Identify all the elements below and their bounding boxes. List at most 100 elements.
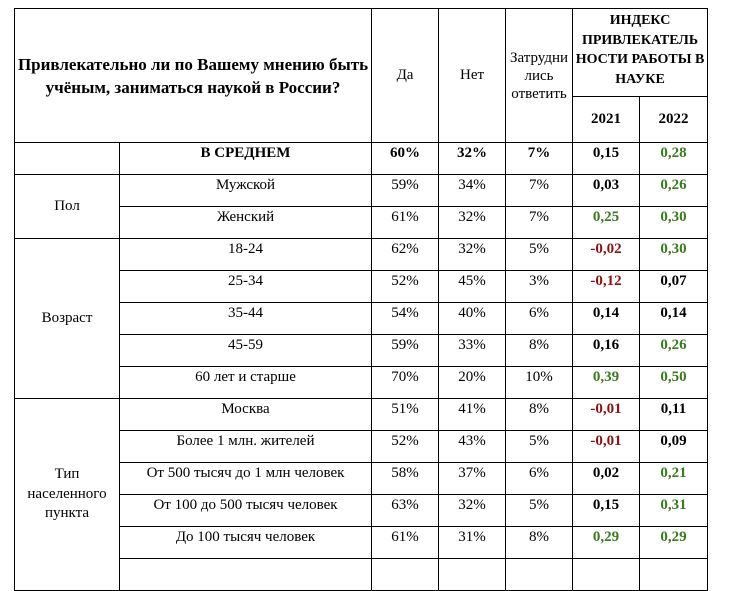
hard-cell: 10% xyxy=(505,366,574,399)
row-label: От 500 тысяч до 1 млн человек xyxy=(118,462,373,495)
yes-cell: 61% xyxy=(371,206,440,239)
index-2021-cell: -0,02 xyxy=(572,238,641,271)
yes-cell: 52% xyxy=(371,430,440,463)
index-2021-cell: 0,15 xyxy=(572,142,641,175)
index-2021-cell: 0,25 xyxy=(572,206,641,239)
hard-cell: 7% xyxy=(505,206,574,239)
hard-cell: 8% xyxy=(505,334,574,367)
yes-cell: 52% xyxy=(371,270,440,303)
average-group-cell xyxy=(14,142,120,175)
index-2021-cell: -0,01 xyxy=(572,398,641,431)
hard-cell xyxy=(505,558,574,591)
yes-cell: 63% xyxy=(371,494,440,527)
row-label: 18-24 xyxy=(118,238,373,271)
yes-cell: 51% xyxy=(371,398,440,431)
index-2021-cell: 0,02 xyxy=(572,462,641,495)
index-2022-cell: 0,28 xyxy=(639,142,709,175)
hard-to-say-label: Затрудни лись ответить xyxy=(509,49,569,102)
no-cell: 33% xyxy=(438,334,507,367)
index-2022-cell: 0,30 xyxy=(639,238,709,271)
yes-cell: 54% xyxy=(371,302,440,335)
hard-cell: 7% xyxy=(505,174,574,207)
survey-table: Привлекательно ли по Вашему мнению быть … xyxy=(13,8,709,591)
no-cell: 37% xyxy=(438,462,507,495)
index-2021-cell: 0,16 xyxy=(572,334,641,367)
no-cell: 34% xyxy=(438,174,507,207)
year-2021-header: 2021 xyxy=(572,96,641,143)
no-cell: 40% xyxy=(438,302,507,335)
index-2021-cell: 0,39 xyxy=(572,366,641,399)
index-2022-cell: 0,26 xyxy=(639,174,709,207)
hard-cell: 5% xyxy=(505,430,574,463)
index-2022-cell: 0,21 xyxy=(639,462,709,495)
no-cell: 41% xyxy=(438,398,507,431)
hard-cell: 6% xyxy=(505,302,574,335)
table-row: 25-34 52% 45% 3% -0,12 0,07 xyxy=(15,270,709,303)
yes-header: Да xyxy=(371,8,440,143)
no-cell: 32% xyxy=(438,494,507,527)
no-header: Нет xyxy=(438,8,507,143)
index-header: ИНДЕКС ПРИВЛЕКАТЕЛЬ НОСТИ РАБОТЫ В НАУКЕ xyxy=(572,8,709,97)
index-2021-cell: 0,03 xyxy=(572,174,641,207)
hard-cell: 7% xyxy=(505,142,574,175)
hard-cell: 5% xyxy=(505,494,574,527)
table-row: Пол Мужской 59% 34% 7% 0,03 0,26 xyxy=(14,174,709,239)
index-2022-cell: 0,26 xyxy=(639,334,709,367)
index-2022-cell: 0,11 xyxy=(639,398,709,431)
yes-cell: 62% xyxy=(371,238,440,271)
table-row: 35-44 54% 40% 6% 0,14 0,14 xyxy=(15,302,709,335)
index-2022-cell: 0,30 xyxy=(639,206,709,239)
hard-cell: 6% xyxy=(505,462,574,495)
row-label: В СРЕДНЕМ xyxy=(118,142,373,175)
yes-cell: 59% xyxy=(371,334,440,367)
row-label: Более 1 млн. жителей xyxy=(118,430,373,463)
index-2022-cell xyxy=(639,558,709,591)
yes-cell: 58% xyxy=(371,462,440,495)
hard-cell: 3% xyxy=(505,270,574,303)
yes-cell: 60% xyxy=(371,142,440,175)
table-row: Возраст 18-24 62% 32% 5% -0,02 0,30 xyxy=(14,238,709,399)
hard-cell: 8% xyxy=(505,398,574,431)
index-2022-cell: 0,14 xyxy=(639,302,709,335)
year-2022-header: 2022 xyxy=(639,96,709,143)
row-label: Москва xyxy=(118,398,373,431)
yes-cell: 59% xyxy=(371,174,440,207)
table-row: Более 1 млн. жителей 52% 43% 5% -0,01 0,… xyxy=(15,430,709,463)
row-label: Женский xyxy=(118,206,373,239)
hard-cell: 5% xyxy=(505,238,574,271)
yes-cell: 70% xyxy=(371,366,440,399)
group-age: Возраст xyxy=(14,238,120,399)
table-row: 45-59 59% 33% 8% 0,16 0,26 xyxy=(15,334,709,367)
no-cell: 32% xyxy=(438,206,507,239)
row-label: Мужской xyxy=(118,174,373,207)
index-2021-cell: 0,15 xyxy=(572,494,641,527)
no-cell: 32% xyxy=(438,238,507,271)
no-cell: 20% xyxy=(438,366,507,399)
index-2021-cell: 0,14 xyxy=(572,302,641,335)
group-settlement: Тип населенного пункта xyxy=(14,398,120,591)
index-2021-cell: -0,01 xyxy=(572,430,641,463)
average-row: В СРЕДНЕМ 60% 32% 7% 0,15 0,28 xyxy=(14,142,709,175)
no-cell xyxy=(438,558,507,591)
no-cell: 43% xyxy=(438,430,507,463)
group-gender: Пол xyxy=(14,174,120,239)
no-cell: 45% xyxy=(438,270,507,303)
index-2021-cell xyxy=(572,558,641,591)
question-header: Привлекательно ли по Вашему мнению быть … xyxy=(13,8,373,143)
index-2021-cell: -0,12 xyxy=(572,270,641,303)
row-label: 45-59 xyxy=(118,334,373,367)
yes-cell xyxy=(371,558,440,591)
index-2022-cell: 0,50 xyxy=(639,366,709,399)
table-row: От 100 до 500 тысяч человек 63% 32% 5% 0… xyxy=(15,494,709,527)
hard-to-say-header: Затрудни лись ответить xyxy=(505,8,574,143)
table-row: Женский 61% 32% 7% 0,25 0,30 xyxy=(15,206,709,239)
index-2022-cell: 0,07 xyxy=(639,270,709,303)
table-row: 60 лет и старше 70% 20% 10% 0,39 0,50 xyxy=(15,366,709,399)
row-label: 35-44 xyxy=(118,302,373,335)
index-2022-cell: 0,09 xyxy=(639,430,709,463)
index-2022-cell: 0,31 xyxy=(639,494,709,527)
row-label: 60 лет и старше xyxy=(118,366,373,399)
no-cell: 32% xyxy=(438,142,507,175)
row-label xyxy=(118,558,373,591)
row-label: От 100 до 500 тысяч человек xyxy=(118,494,373,527)
